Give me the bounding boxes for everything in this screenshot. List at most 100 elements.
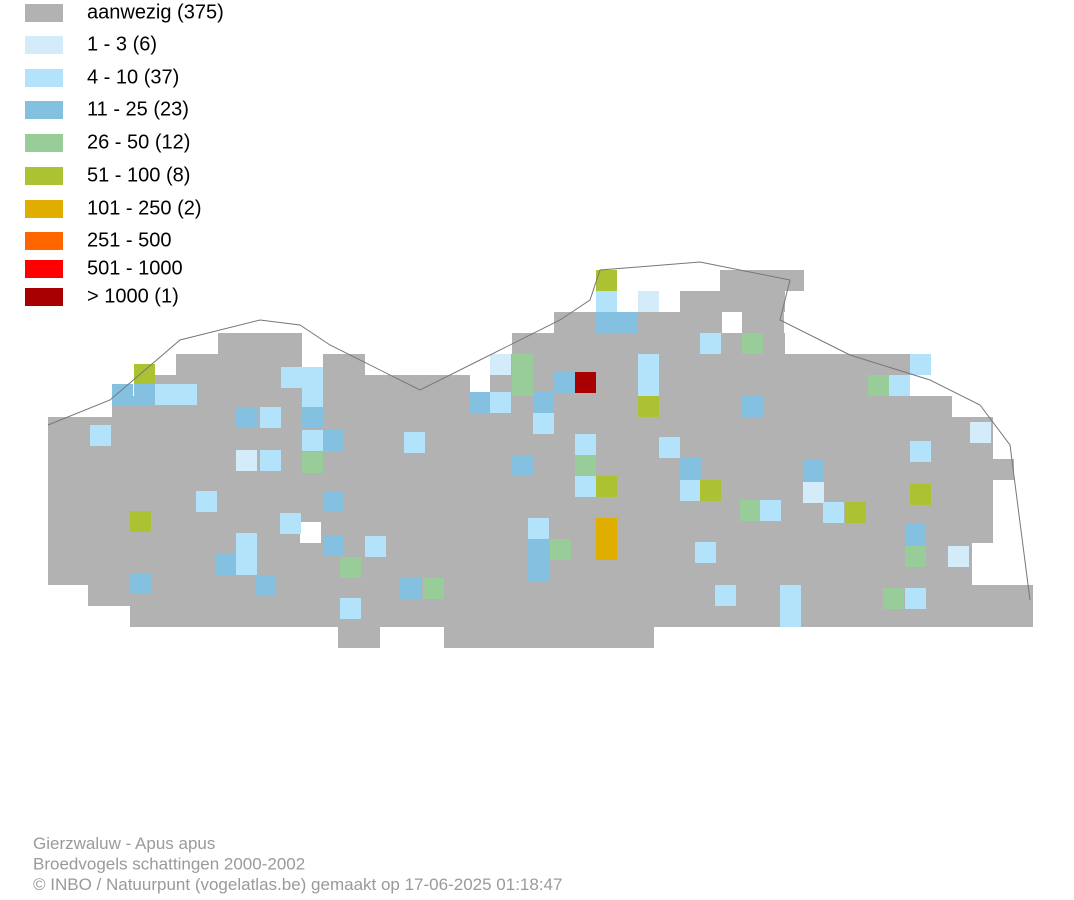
grid-cell: [721, 375, 742, 396]
grid-cell: [804, 564, 825, 585]
grid-cell: [111, 564, 132, 585]
grid-cell: [109, 585, 130, 606]
legend-label: 501 - 1000: [87, 257, 183, 279]
grid-cell: [90, 425, 111, 446]
grid-cell: [134, 384, 155, 405]
grid-cell: [532, 375, 553, 396]
grid-cell: [258, 480, 279, 501]
grid-cell: [90, 564, 111, 585]
grid-cell: [468, 564, 489, 585]
grid-cell: [445, 606, 466, 627]
grid-cell: [424, 606, 445, 627]
grid-cell: [279, 543, 300, 564]
grid-cell: [596, 518, 617, 539]
grid-cell: [783, 543, 804, 564]
grid-cell: [760, 500, 781, 521]
grid-cell: [868, 396, 889, 417]
legend-swatch: [25, 260, 63, 278]
grid-cell: [951, 459, 972, 480]
grid-cell: [533, 392, 554, 413]
grid-cell: [321, 459, 342, 480]
grid-cell: [888, 438, 909, 459]
grid-cell: [490, 392, 511, 413]
grid-cell: [909, 417, 930, 438]
grid-cell: [447, 543, 468, 564]
grid-cell: [236, 554, 257, 575]
grid-cell: [868, 375, 889, 396]
grid-cell: [300, 564, 321, 585]
grid-cell: [132, 543, 153, 564]
grid-cell: [699, 564, 720, 585]
grid-cell: [407, 375, 428, 396]
grid-cell: [888, 564, 909, 585]
grid-cell: [468, 417, 489, 438]
grid-cell: [802, 606, 823, 627]
grid-cell: [867, 438, 888, 459]
grid-cell: [888, 480, 909, 501]
grid-cell: [826, 354, 847, 375]
grid-cell: [465, 627, 486, 648]
grid-cell: [130, 606, 151, 627]
grid-cell: [784, 375, 805, 396]
grid-cell: [655, 585, 676, 606]
grid-cell: [280, 513, 301, 534]
grid-cell: [657, 543, 678, 564]
grid-cell: [344, 375, 365, 396]
grid-cell: [721, 354, 742, 375]
legend-swatch: [25, 101, 63, 119]
grid-cell: [384, 459, 405, 480]
grid-cell: [909, 564, 930, 585]
legend-swatch: [25, 69, 63, 87]
grid-cell: [489, 480, 510, 501]
grid-cell: [699, 501, 720, 522]
grid-cell: [823, 606, 844, 627]
grid-cell: [700, 480, 721, 501]
grid-cell: [448, 396, 469, 417]
grid-cell: [742, 354, 763, 375]
grid-cell: [195, 459, 216, 480]
grid-cell: [722, 291, 743, 312]
grid-cell: [720, 522, 741, 543]
grid-cell: [743, 291, 764, 312]
grid-cell: [636, 459, 657, 480]
grid-cell: [384, 480, 405, 501]
grid-cell: [174, 417, 195, 438]
grid-cell: [741, 564, 762, 585]
grid-cell: [928, 585, 949, 606]
grid-cell: [846, 564, 867, 585]
grid-cell: [680, 291, 701, 312]
grid-cell: [930, 438, 951, 459]
grid-cell: [319, 606, 340, 627]
grid-cell: [69, 543, 90, 564]
grid-cell: [217, 396, 238, 417]
grid-cell: [468, 501, 489, 522]
grid-cell: [533, 413, 554, 434]
grid-cell: [638, 312, 659, 333]
grid-cell: [531, 459, 552, 480]
footer-line: © INBO / Natuurpunt (vogelatlas.be) gema…: [33, 875, 562, 894]
footer-line: Broedvogels schattingen 2000-2002: [33, 855, 305, 874]
grid-cell: [260, 333, 281, 354]
grid-cell: [573, 522, 594, 543]
grid-cell: [172, 606, 193, 627]
grid-cell: [930, 564, 951, 585]
grid-cell: [972, 459, 993, 480]
grid-cell: [1012, 585, 1033, 606]
grid-cell: [195, 522, 216, 543]
grid-cell: [235, 585, 256, 606]
grid-cell: [720, 564, 741, 585]
grid-cell: [300, 480, 321, 501]
grid-cell: [319, 585, 340, 606]
grid-cell: [905, 546, 926, 567]
grid-cell: [342, 480, 363, 501]
grid-cell: [678, 501, 699, 522]
grid-cell: [825, 480, 846, 501]
grid-cell: [741, 543, 762, 564]
grid-cell: [260, 407, 281, 428]
grid-cell: [658, 375, 679, 396]
grid-cell: [826, 396, 847, 417]
grid-cell: [426, 522, 447, 543]
grid-cell: [613, 585, 634, 606]
grid-cell: [489, 543, 510, 564]
grid-cell: [763, 396, 784, 417]
